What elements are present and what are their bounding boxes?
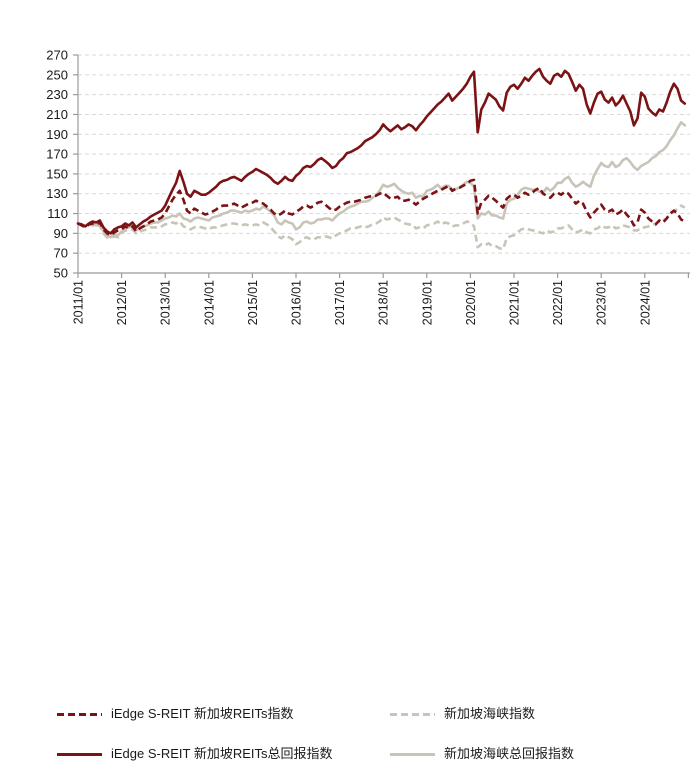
x-axis-label: 2021/01 — [508, 280, 522, 325]
series-line-0 — [77, 178, 686, 237]
solid-gray-line-marker — [390, 752, 435, 756]
y-axis-label: 190 — [46, 127, 68, 142]
y-axis-label: 90 — [54, 226, 68, 241]
legend-item-sti-price-index: 新加坡海峡指数 — [390, 706, 535, 722]
y-axis-label: 270 — [46, 48, 68, 63]
y-axis-label: 110 — [47, 206, 68, 221]
x-axis-label: 2012/01 — [115, 280, 129, 325]
chart-legend: iEdge S-REIT 新加坡REITs指数 新加坡海峡指数 iEdge S-… — [0, 345, 700, 761]
legend-label: 新加坡海峡指数 — [444, 706, 536, 721]
y-axis-label: 250 — [46, 67, 68, 82]
legend-label: iEdge S-REIT 新加坡REITs指数 — [111, 706, 294, 721]
series-line-3 — [76, 121, 687, 239]
x-axis-label: 2020/01 — [464, 280, 478, 325]
dashed-gray-line-marker — [390, 712, 435, 716]
y-axis-label: 210 — [46, 107, 68, 122]
legend-item-reit-total-return-index: iEdge S-REIT 新加坡REITs总回报指数 — [57, 746, 333, 762]
dashed-red-line-marker — [57, 712, 102, 716]
x-axis-label: 2017/01 — [333, 280, 347, 325]
x-axis-label: 2014/01 — [202, 280, 216, 325]
y-axis-label: 130 — [46, 186, 68, 201]
legend-label: iEdge S-REIT 新加坡REITs总回报指数 — [111, 746, 333, 761]
y-axis-label: 150 — [46, 166, 68, 181]
legend-item-sti-total-return-index: 新加坡海峡总回报指数 — [390, 746, 574, 762]
x-axis-label: 2024/01 — [638, 280, 652, 325]
x-axis-label: 2019/01 — [420, 280, 434, 325]
legend-item-reit-price-index: iEdge S-REIT 新加坡REITs指数 — [57, 706, 294, 722]
legend-label: 新加坡海峡总回报指数 — [444, 746, 575, 761]
x-axis-label: 2013/01 — [159, 280, 173, 325]
chart-plot-area: 50 70 90 110 130 150 170 190 210 230 250 270 2011/01… — [46, 48, 690, 325]
x-axis-label: 2023/01 — [595, 280, 609, 325]
solid-red-line-marker — [57, 752, 102, 756]
x-axis-label: 2018/01 — [377, 280, 391, 325]
y-axis-label: 70 — [54, 246, 68, 261]
y-axis-label: 230 — [46, 87, 68, 102]
series-line-2 — [76, 67, 687, 235]
line-chart: 50 70 90 110 130 150 170 190 210 230 250 270 2011/01… — [0, 0, 700, 345]
x-axis-label: 2016/01 — [290, 280, 304, 325]
x-axis-label: 2011/01 — [72, 280, 86, 324]
x-axis-label: 2022/01 — [551, 280, 565, 325]
y-axis-label: 170 — [46, 147, 68, 162]
y-axis-label: 50 — [54, 266, 68, 281]
x-axis-label: 2015/01 — [246, 280, 260, 325]
